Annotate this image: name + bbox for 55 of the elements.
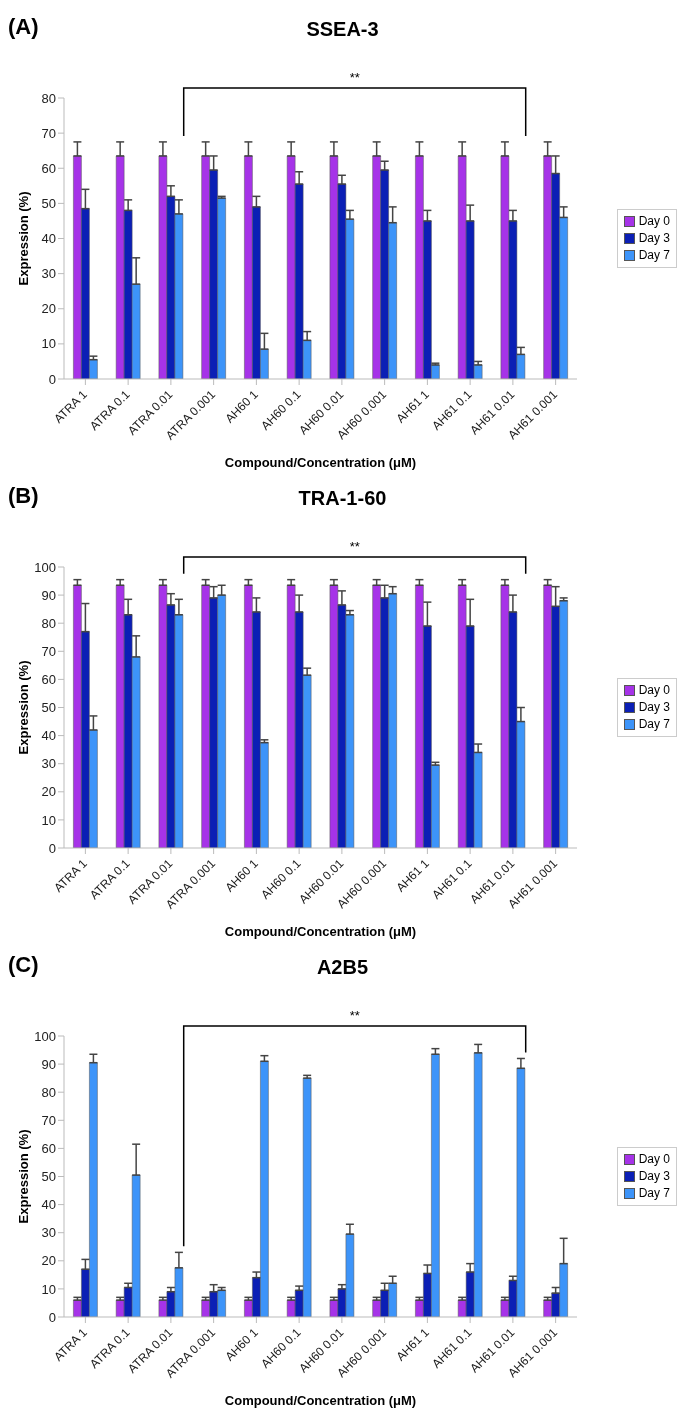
y-tick-label: 40 (41, 231, 56, 247)
y-tick-label: 0 (48, 1309, 56, 1325)
legend-label: Day 7 (638, 715, 670, 733)
y-tick-label: 60 (41, 160, 56, 176)
y-tick-label: 20 (41, 784, 56, 800)
legend-label: Day 0 (638, 1150, 670, 1168)
legend-label: Day 7 (638, 246, 670, 264)
y-tick-label: 40 (41, 1197, 56, 1213)
chart-title: TRA-1-60 (298, 487, 387, 509)
legend-label: Day 7 (638, 1184, 670, 1202)
y-tick-label: 80 (41, 615, 56, 631)
y-tick-label: 10 (41, 812, 56, 828)
legend-label: Day 0 (638, 681, 670, 699)
y-tick-label: 70 (41, 643, 56, 659)
y-tick-label: 50 (41, 195, 56, 211)
y-axis-title: Expression (%) (16, 191, 31, 286)
y-tick-label: 80 (41, 90, 56, 106)
y-tick-label: 10 (41, 336, 56, 352)
x-axis-title: Compound/Concentration (μM) (224, 1393, 417, 1408)
y-tick-label: 10 (41, 1281, 56, 1297)
y-axis-title: Expression (%) (16, 660, 31, 755)
y-tick-label: 0 (48, 840, 56, 856)
chart-title: SSEA-3 (306, 18, 379, 40)
x-axis-title: Compound/Concentration (μM) (224, 455, 417, 470)
y-tick-label: 20 (41, 1253, 56, 1269)
y-tick-label: 30 (41, 1225, 56, 1241)
y-tick-label: 20 (41, 301, 56, 317)
x-axis-title: Compound/Concentration (μM) (224, 924, 417, 939)
y-tick-label: 0 (48, 371, 56, 387)
y-tick-label: 30 (41, 756, 56, 772)
y-tick-label: 80 (41, 1084, 56, 1100)
y-tick-label: 60 (41, 672, 56, 688)
text: ** (349, 70, 360, 85)
text: (C) (8, 952, 39, 978)
y-tick-label: 50 (41, 1169, 56, 1185)
y-tick-label: 50 (41, 700, 56, 716)
y-tick-label: 70 (41, 125, 56, 141)
y-tick-label: 70 (41, 1112, 56, 1128)
y-tick-label: 90 (41, 1056, 56, 1072)
legend-label: Day 3 (638, 1167, 670, 1185)
legend-label: Day 3 (638, 698, 670, 716)
y-tick-label: 100 (34, 559, 56, 575)
y-tick-label: 40 (41, 728, 56, 744)
y-tick-label: 30 (41, 266, 56, 282)
y-tick-label: 60 (41, 1141, 56, 1157)
y-tick-label: 100 (34, 1028, 56, 1044)
text: ** (349, 1008, 360, 1023)
legend-label: Day 0 (638, 212, 670, 230)
text: (A) (8, 14, 39, 40)
y-tick-label: 90 (41, 587, 56, 603)
text: (B) (8, 483, 39, 509)
chart-title: A2B5 (316, 956, 369, 978)
text: ** (349, 539, 360, 554)
legend-label: Day 3 (638, 229, 670, 247)
y-axis-title: Expression (%) (16, 1129, 31, 1224)
